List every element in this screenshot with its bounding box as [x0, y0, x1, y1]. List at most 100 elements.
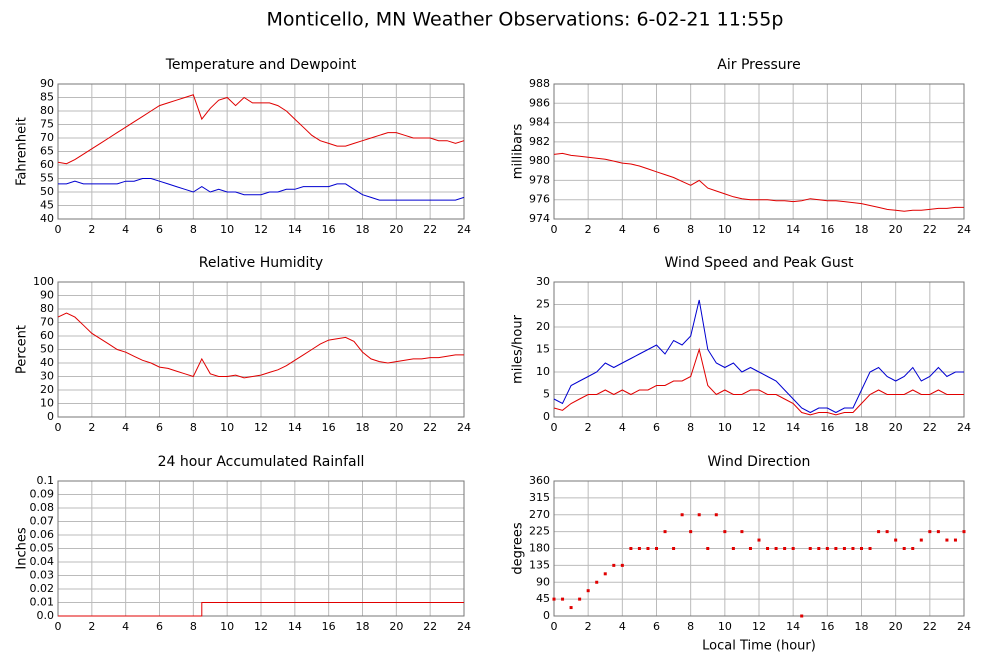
x-tick-label: 22	[423, 620, 437, 633]
data-point	[578, 597, 582, 601]
y-tick-label: 65	[40, 145, 54, 158]
x-tick-label: 20	[889, 421, 903, 434]
data-point	[697, 513, 701, 517]
data-point	[612, 563, 616, 567]
x-tick-label: 16	[322, 223, 336, 236]
data-point	[953, 538, 957, 542]
panel-title: Air Pressure	[717, 57, 800, 73]
data-point	[808, 547, 812, 550]
y-tick-label: 10	[40, 397, 54, 410]
x-tick-label: 18	[855, 620, 869, 633]
y-tick-label: 100	[33, 275, 54, 288]
data-point	[680, 513, 684, 517]
x-tick-label: 4	[122, 620, 129, 633]
y-tick-label: 225	[529, 525, 550, 538]
y-tick-label: 45	[536, 592, 550, 605]
y-tick-label: 270	[529, 508, 550, 521]
data-point	[945, 538, 949, 542]
data-point	[894, 538, 898, 542]
y-tick-label: 90	[40, 77, 54, 90]
panel-title: Wind Direction	[708, 454, 811, 470]
x-tick-label: 0	[551, 223, 558, 236]
data-point	[603, 572, 607, 576]
x-tick-label: 0	[55, 421, 62, 434]
data-point	[672, 547, 676, 550]
x-tick-label: 18	[855, 421, 869, 434]
y-tick-label: 90	[40, 289, 54, 302]
y-tick-label: 984	[529, 116, 550, 129]
y-tick-label: 40	[40, 356, 54, 369]
x-tick-label: 18	[356, 421, 370, 434]
x-tick-label: 14	[288, 421, 302, 434]
data-point	[655, 547, 658, 550]
x-tick-label: 6	[653, 223, 660, 236]
panel-title: Wind Speed and Peak Gust	[665, 255, 854, 271]
x-tick-label: 6	[156, 620, 163, 633]
x-tick-label: 18	[356, 223, 370, 236]
data-point	[877, 530, 881, 534]
data-line	[58, 178, 465, 201]
x-tick-label: 16	[322, 620, 336, 633]
y-tick-label: 60	[40, 158, 54, 171]
x-tick-label: 6	[156, 223, 163, 236]
x-tick-label: 12	[752, 223, 766, 236]
x-tick-label: 22	[923, 223, 937, 236]
y-tick-label: 0.1	[37, 474, 55, 487]
data-point	[706, 547, 710, 550]
y-tick-label: 5	[543, 388, 550, 401]
data-line	[57, 312, 464, 379]
x-tick-label: 24	[957, 421, 971, 434]
x-tick-label: 8	[190, 223, 197, 236]
x-tick-label: 20	[389, 620, 403, 633]
x-tick-label: 14	[786, 620, 800, 633]
y-tick-label: 0.0	[37, 609, 55, 622]
x-tick-label: 4	[619, 223, 626, 236]
x-tick-label: 24	[457, 421, 471, 434]
y-tick-label: 986	[529, 96, 550, 109]
data-point	[928, 530, 932, 534]
plot-frame	[57, 480, 465, 617]
x-tick-label: 14	[786, 421, 800, 434]
data-point	[885, 530, 889, 534]
x-tick-label: 10	[220, 223, 234, 236]
data-point	[902, 547, 906, 550]
y-axis-label: Inches	[15, 527, 30, 569]
y-tick-label: 982	[529, 135, 550, 148]
data-point	[689, 530, 693, 534]
data-point	[911, 547, 915, 550]
y-tick-label: 50	[40, 343, 54, 356]
x-tick-label: 2	[585, 620, 592, 633]
x-tick-label: 12	[752, 620, 766, 633]
x-tick-label: 24	[957, 620, 971, 633]
y-tick-label: 15	[536, 343, 550, 356]
data-point	[731, 547, 735, 550]
y-tick-label: 80	[40, 104, 54, 117]
y-axis-label: Fahrenheit	[15, 117, 30, 186]
x-tick-label: 22	[923, 620, 937, 633]
y-tick-label: 0	[543, 410, 550, 423]
panel-title: Relative Humidity	[199, 255, 323, 271]
y-tick-label: 40	[40, 212, 54, 225]
x-tick-label: 6	[653, 421, 660, 434]
data-line	[58, 602, 464, 617]
x-tick-label: 18	[855, 223, 869, 236]
y-tick-label: 50	[40, 185, 54, 198]
plot-frame	[553, 281, 965, 418]
y-tick-label: 988	[529, 77, 550, 90]
x-tick-label: 2	[88, 421, 95, 434]
y-tick-label: 180	[529, 542, 550, 555]
y-tick-label: 55	[40, 172, 54, 185]
plot-frame	[553, 480, 965, 617]
data-line	[553, 299, 964, 414]
x-tick-label: 16	[820, 223, 834, 236]
x-tick-label: 14	[288, 223, 302, 236]
data-point	[851, 547, 855, 550]
y-axis-label: miles/hour	[511, 314, 526, 383]
x-tick-label: 8	[190, 421, 197, 434]
y-tick-label: 978	[529, 173, 550, 186]
data-point	[757, 538, 761, 542]
data-point	[791, 547, 795, 550]
x-tick-label: 6	[156, 421, 163, 434]
data-point	[800, 614, 804, 618]
data-line	[553, 347, 964, 416]
